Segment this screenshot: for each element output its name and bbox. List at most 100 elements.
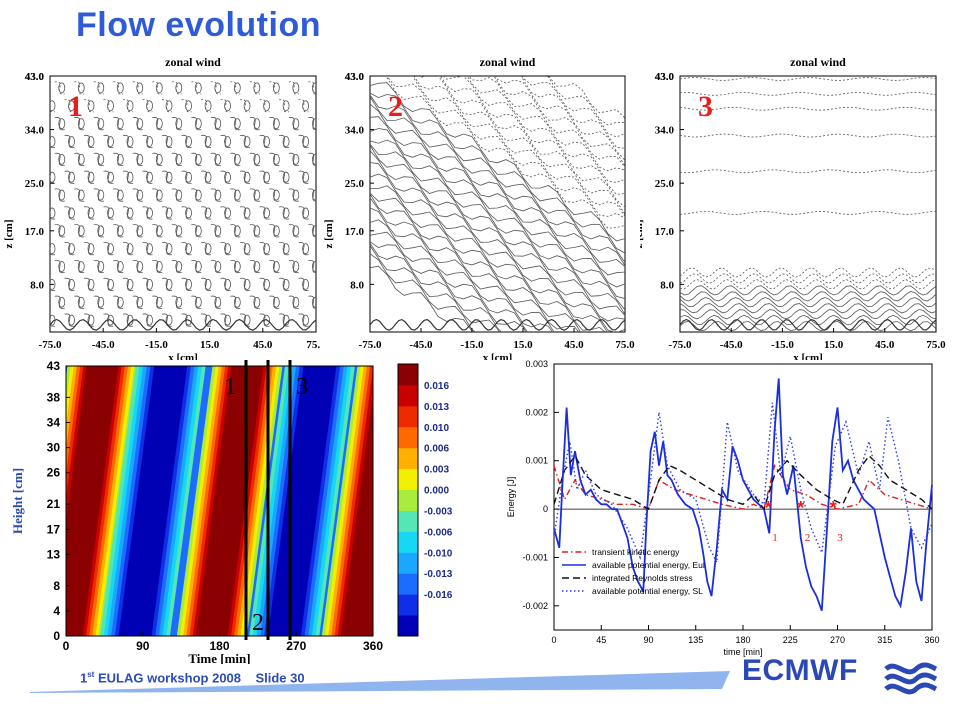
contour-line [259,277,270,291]
y-tick-label: 17.0 [345,226,365,238]
contour-line [50,136,56,147]
contour-line [292,261,300,272]
contour-line [122,277,134,291]
contour-line [413,76,625,215]
contour-line [308,152,316,166]
contour-line [370,92,625,254]
contour-line [230,260,241,273]
contour-line [200,206,212,220]
contour-line [64,277,75,291]
contour-line [50,314,56,327]
contour-line [58,296,66,308]
event-star-marker: * [797,498,804,518]
contour-line [243,243,251,255]
contour-line [194,225,202,237]
contour-line [224,207,231,219]
y-axis-label: Height [cm] [10,468,25,534]
x-tick-label: 45.0 [253,339,273,351]
contour-line [288,224,299,238]
contour-line [116,261,124,272]
x-tick-label: 270 [830,635,845,645]
contour-line [50,207,56,220]
contour-panel-3: 8.017.025.034.043.043.0-75.0 -45.0 -15.0 15… [640,55,946,360]
contour-line [370,103,625,268]
contour-line [175,82,183,94]
contour-line [243,136,251,147]
contour-line [298,206,309,220]
contour-line [259,206,270,220]
contour-line [113,295,124,309]
contour-line [288,188,299,202]
contour-line [411,76,625,217]
contour-line [302,243,309,255]
bottom-wave-contour [50,318,316,331]
contour-line [269,188,280,202]
contour-line [54,295,65,309]
x-tick-label: 0 [63,639,70,653]
contour-line [103,206,114,220]
y-tick-label-top: 43.0 [345,71,365,83]
contour-line [77,261,85,272]
contour-line [370,185,608,332]
contour-line [272,153,280,165]
y-tick-label: 0 [53,629,60,643]
y-axis-label: z [cm] [323,219,335,248]
x-tick-label: -75.0 [669,339,692,351]
y-tick-label: 4 [53,604,60,618]
contour-line [302,207,309,219]
contour-line [233,118,241,130]
chart-title: zonal wind [165,55,221,69]
contour-line [204,171,212,183]
contour-line [74,295,85,309]
contour-line [194,153,202,165]
colorbar-swatch [398,447,418,470]
contour-line [259,242,270,256]
contour-line [282,243,290,255]
contour-line [93,224,104,238]
contour-line [311,82,316,94]
contour-line [302,171,309,183]
x-tick-label: 225 [783,635,798,645]
contour-line [233,296,241,308]
contour-line [272,82,280,94]
contour-line [240,206,251,220]
contour-line [83,135,95,148]
contour-line [181,242,192,256]
y-tick-label: 43.0 [655,71,675,83]
footer-workshop: EULAG workshop 2008 [94,670,242,686]
contour-line [279,313,290,327]
contour-line [288,117,299,131]
legend-label: available potential energy, SL [592,586,703,596]
contour-line [93,117,104,131]
contour-line [107,100,114,112]
contour-line [152,224,163,238]
contour-line [370,253,490,332]
contour-line [132,295,143,309]
contour-line [107,243,114,255]
energy-line-chart: -0.002 -0.001 0 0.001 0.002 0.003 0 45 90 135 180 2… [506,359,940,657]
x-axis-label: time [min] [723,647,762,657]
contour-line [249,295,260,309]
colorbar-swatch [398,384,418,407]
contour-line [64,206,75,220]
contour-line [64,170,75,184]
contour-line [233,189,241,201]
contour-line [298,242,309,256]
contour-line [68,278,75,290]
contour-line [249,224,260,238]
contour-line [279,170,290,184]
contour-line [103,135,114,148]
contour-line [83,206,95,220]
x-tick-label: 135 [688,635,703,645]
contour-line [113,117,124,131]
contour-line [161,135,173,148]
contour-line [171,295,182,309]
contour-line [311,153,316,165]
contour-line [165,243,173,255]
chart-title: zonal wind [480,55,536,69]
contour-line [191,260,202,273]
colorbar-swatch [398,552,418,574]
y-tick-label: 34.0 [25,125,45,137]
x-tick-label: -75.0 [359,339,382,351]
contour-line [384,76,625,229]
